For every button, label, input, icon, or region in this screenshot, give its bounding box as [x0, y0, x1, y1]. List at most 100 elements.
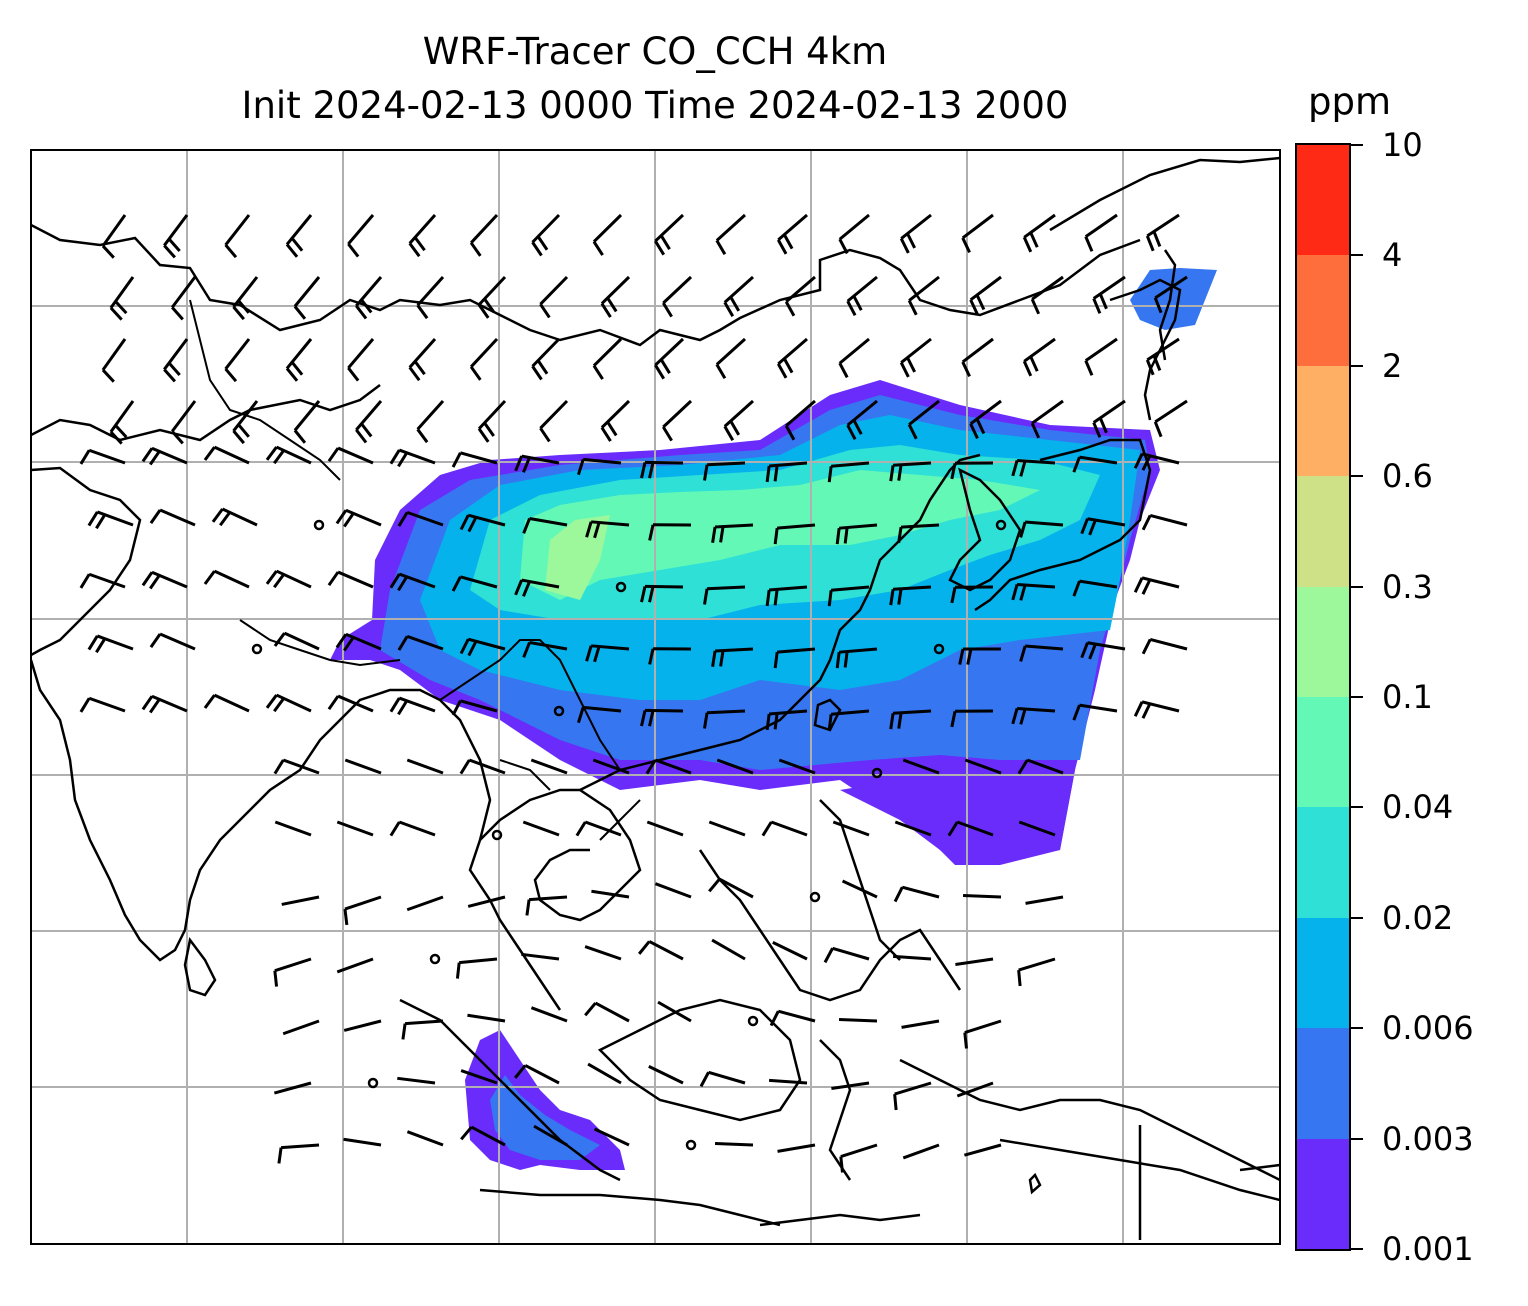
wind-barb-feather: [765, 589, 771, 607]
wind-barb-shaft: [282, 1019, 320, 1036]
wind-barb-shaft: [336, 820, 374, 837]
wind-barb-shaft: [1026, 758, 1064, 775]
wind-barb-shaft: [398, 696, 436, 713]
wind-barb-feather: [838, 362, 849, 379]
wind-barb-feather: [966, 648, 973, 665]
wind-barb-shaft: [892, 709, 932, 715]
wind-barb-shaft: [1016, 458, 1056, 465]
wind-barb-feather: [413, 236, 426, 252]
colorbar-tick-label: 0.02: [1382, 898, 1454, 937]
colorbar-tick-label: 0.3: [1382, 567, 1433, 606]
wind-barb-feather: [149, 509, 162, 524]
wind-barb-shaft: [282, 758, 320, 775]
wind-barb-feather: [531, 365, 543, 381]
wind-barb-feather: [839, 1156, 844, 1173]
wind-barb-shaft: [591, 520, 630, 527]
wind-barb-feather: [451, 452, 462, 468]
wind-barb-feather: [889, 589, 895, 606]
wind-barb-feather: [149, 574, 161, 590]
wind-barb-feather: [539, 303, 551, 319]
wind-barb-shaft: [778, 758, 816, 775]
wind-barb-feather: [715, 239, 727, 256]
wind-barb-shaft: [648, 1065, 684, 1085]
wind-barb-feather: [459, 638, 470, 655]
wind-barb-shaft: [777, 523, 816, 530]
wind-barb-feather: [776, 363, 788, 379]
wind-barb-feather: [827, 590, 833, 607]
wind-barb-feather: [969, 423, 979, 439]
colorbar-tick-label: 0.001: [1382, 1230, 1474, 1268]
wind-barb-shaft: [529, 517, 568, 527]
calm-wind-marker: [491, 829, 503, 841]
wind-barb-feather: [648, 524, 655, 541]
wind-barb-feather: [906, 232, 916, 249]
wind-barb-shaft: [151, 570, 188, 589]
wind-barb-feather: [343, 636, 355, 652]
wind-barb-feather: [1092, 297, 1102, 314]
wind-barb-shaft: [213, 693, 250, 713]
wind-barb-feather: [961, 361, 971, 378]
wind-barb-shaft: [1025, 895, 1064, 905]
wind-barb-feather: [703, 588, 709, 605]
wind-barb-shaft: [345, 632, 382, 651]
colorbar-tick-label: 2: [1382, 346, 1403, 385]
wind-barb-shaft: [777, 1143, 816, 1153]
wind-barb-shaft: [1087, 517, 1126, 527]
wind-barb-shaft: [1092, 399, 1126, 424]
wind-barb-feather: [163, 368, 176, 383]
wind-barb-feather: [79, 449, 91, 465]
wind-barb-feather: [1029, 355, 1039, 372]
wind-barb-feather: [1019, 460, 1027, 477]
wind-barb-feather: [467, 640, 478, 657]
colorbar-segment: [1297, 365, 1349, 477]
wind-barb-feather: [1133, 701, 1144, 717]
colorbar-tick-label: 10: [1382, 126, 1423, 164]
wind-barb-shaft: [521, 454, 560, 465]
wind-barb-shaft: [961, 337, 994, 364]
wind-barb-feather: [654, 364, 666, 380]
colorbar-segment: [1297, 586, 1349, 697]
wind-barb-shaft: [96, 634, 134, 651]
wind-barb-feather: [389, 821, 401, 837]
wind-barb-shaft: [109, 400, 135, 433]
wind-barb-shaft: [831, 585, 870, 592]
wind-barb-shaft: [644, 708, 684, 713]
wind-barb-feather: [723, 301, 735, 317]
colorbar-segment: [1297, 475, 1349, 587]
wind-barb-shaft: [467, 895, 506, 908]
wind-barb-feather: [1153, 297, 1163, 314]
wind-barb-feather: [592, 240, 604, 256]
wind-barb-feather: [1141, 514, 1152, 531]
wind-barb-shaft: [213, 569, 250, 589]
wind-barb-feather: [958, 648, 965, 665]
colorbar: [1295, 143, 1351, 1251]
wind-barb-feather: [729, 296, 741, 312]
wind-barb-feather: [327, 447, 340, 463]
coastlines: [31, 156, 1280, 1240]
wind-barb-feather: [416, 304, 429, 320]
wind-barb-shaft: [770, 820, 808, 837]
wind-barb-shaft: [283, 631, 320, 651]
wind-barb-shaft: [337, 694, 374, 713]
wind-barb-shaft: [159, 632, 196, 651]
colorbar-segment: [1297, 806, 1349, 918]
wind-barb-shaft: [892, 461, 932, 467]
wind-barb-shaft: [654, 337, 685, 367]
calm-wind-marker: [615, 581, 627, 593]
wind-barb-feather: [773, 713, 779, 730]
wind-barb-shaft: [521, 952, 560, 961]
wind-barb-feather: [203, 446, 216, 461]
wind-barb-shaft: [344, 895, 382, 911]
wind-barb-feather: [101, 368, 115, 383]
wind-barb-shaft: [1146, 337, 1180, 362]
colorbar-segment: [1297, 696, 1349, 808]
wind-barb-feather: [950, 586, 957, 604]
wind-barb-shaft: [468, 758, 506, 775]
wind-barb-feather: [577, 706, 585, 724]
wind-barb-feather: [514, 455, 524, 472]
wind-barb-feather: [899, 237, 910, 254]
wind-barb-feather: [577, 458, 585, 476]
wind-barb-shaft: [591, 644, 630, 651]
wind-barb-feather: [897, 588, 903, 605]
wind-barb-shaft: [846, 399, 878, 427]
